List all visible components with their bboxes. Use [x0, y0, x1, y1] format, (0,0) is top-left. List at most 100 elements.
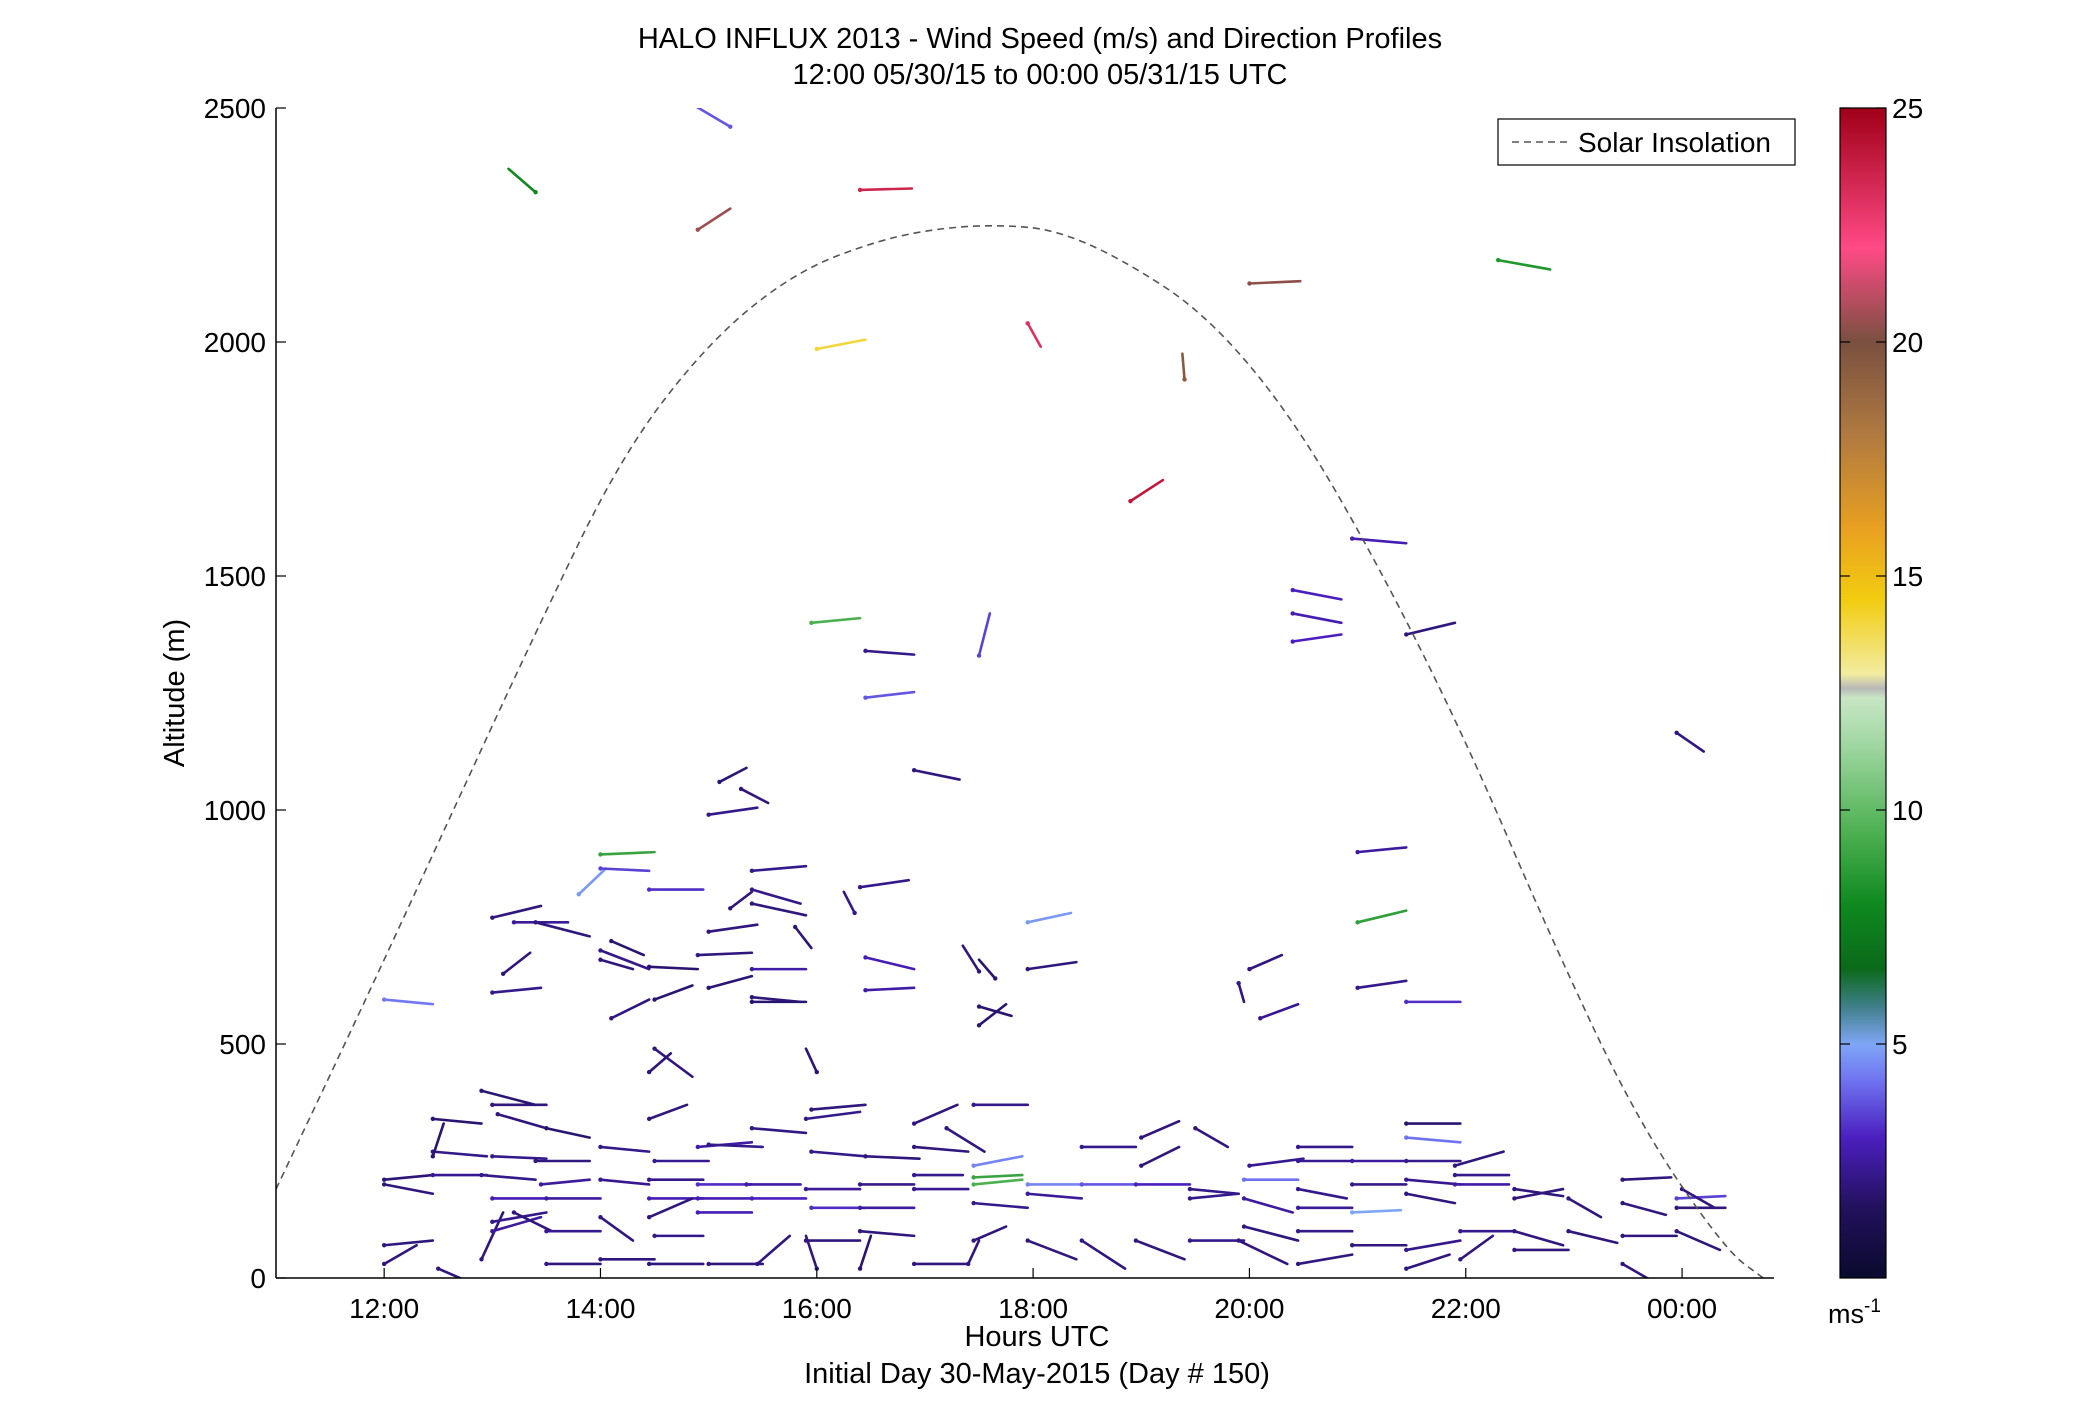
wind-vector: [1129, 478, 1165, 503]
wind-vector-origin: [1187, 1238, 1193, 1243]
wind-vector: [1404, 1136, 1462, 1144]
wind-vector-origin: [695, 1196, 701, 1201]
wind-vector-origin: [598, 1214, 603, 1220]
wind-vector: [1194, 1126, 1230, 1149]
wind-vector: [815, 338, 867, 351]
wind-vector: [718, 766, 748, 784]
wind-vector: [534, 921, 591, 938]
y-axis-label: Altitude (m): [159, 619, 191, 767]
wind-vector-origin: [863, 648, 868, 654]
wind-vector-origin: [646, 1069, 652, 1075]
wind-vector-origin: [1247, 281, 1252, 286]
wind-vector-origin: [1674, 1205, 1679, 1211]
wind-vector: [707, 974, 754, 990]
wind-vector-origin: [652, 1046, 657, 1051]
wind-vector: [750, 864, 808, 873]
wind-vector: [436, 1267, 464, 1278]
wind-vector: [1237, 1239, 1289, 1266]
wind-vector: [1026, 321, 1042, 348]
wind-vector: [1350, 537, 1408, 545]
wind-vector-origin: [1295, 1205, 1301, 1211]
wind-vector-origin: [490, 1219, 495, 1225]
wind-vector: [1356, 909, 1408, 924]
wind-vector: [539, 1178, 591, 1186]
wind-vector: [1026, 1239, 1078, 1261]
colorbar-tick-label: 20: [1892, 327, 1923, 358]
wind-vector: [599, 958, 635, 971]
wind-vector-origin: [490, 915, 495, 920]
y-tick-label: 1000: [204, 795, 266, 826]
wind-vector: [1404, 621, 1457, 636]
wind-vector-origin: [1404, 1177, 1409, 1182]
wind-vector-origin: [1404, 1135, 1409, 1140]
wind-vector: [653, 984, 694, 1001]
wind-vector: [804, 1234, 819, 1270]
wind-vector-origin: [971, 1102, 976, 1108]
wind-vector: [696, 951, 754, 957]
wind-vector: [977, 958, 997, 980]
colorbar-tick-label: 15: [1892, 561, 1923, 592]
wind-vector: [501, 951, 532, 976]
x-tick-label: 20:00: [1214, 1293, 1284, 1324]
wind-vector-origin: [749, 887, 755, 892]
wind-vector-origin: [863, 695, 868, 700]
wind-vector: [707, 806, 759, 816]
wind-vector-origin: [976, 969, 982, 974]
wind-vector-origin: [971, 1200, 976, 1206]
wind-vector: [912, 1103, 959, 1125]
wind-vector: [864, 1155, 921, 1160]
wind-vector-origin: [1295, 1229, 1301, 1234]
wind-vector: [842, 890, 856, 915]
wind-vector-origin: [646, 1196, 652, 1201]
wind-vector-origin: [976, 653, 982, 658]
wind-vector-origin: [1404, 999, 1409, 1005]
wind-vector-origin: [511, 1210, 517, 1215]
wind-vector: [739, 787, 770, 805]
wind-vector: [1139, 1145, 1181, 1167]
wind-vector-origin: [749, 868, 755, 874]
wind-vector: [750, 902, 808, 917]
wind-vector: [1258, 1002, 1300, 1020]
wind-vector: [1356, 846, 1408, 854]
wind-vector-origin: [544, 1196, 549, 1201]
wind-vector-origin: [857, 1266, 863, 1271]
wind-vector: [1680, 1187, 1716, 1210]
wind-vector-origin: [1025, 1191, 1030, 1196]
wind-vector: [1248, 1157, 1305, 1167]
wind-vector-origin: [857, 885, 863, 890]
wind-vector-origin: [1349, 536, 1355, 541]
wind-vector-origin: [598, 957, 603, 962]
y-axis-ticks: 0 500 1000 1500 2000 2500: [204, 93, 286, 1294]
wind-vector: [695, 108, 732, 129]
wind-vector-origin: [646, 1214, 652, 1220]
wind-vector: [1675, 731, 1705, 753]
wind-vector-origin: [695, 1182, 701, 1187]
wind-vector-origin: [706, 985, 711, 991]
wind-vector-origin: [749, 901, 755, 906]
wind-vector-origin: [479, 1088, 484, 1094]
colorbar-tick-label: 10: [1892, 795, 1923, 826]
wind-vector-origin: [1193, 1126, 1198, 1131]
wind-vector-origin: [1295, 1186, 1301, 1192]
wind-vector: [1404, 1239, 1462, 1252]
wind-vector: [977, 1002, 1008, 1027]
wind-vector-origin: [1025, 321, 1030, 326]
wind-vector: [1134, 1239, 1186, 1261]
wind-vector-origin: [944, 1126, 949, 1131]
wind-vector-origin: [1566, 1196, 1571, 1201]
wind-vector: [431, 1150, 489, 1158]
wind-vectors: [381, 108, 1727, 1278]
wind-vector-origin: [1355, 985, 1360, 991]
wind-vector: [431, 1117, 483, 1125]
wind-vector-origin: [1079, 1144, 1084, 1150]
wind-vector-origin: [1187, 1196, 1193, 1201]
wind-vector-origin: [749, 995, 755, 1000]
x-tick-label: 14:00: [565, 1293, 635, 1324]
wind-vector: [1237, 981, 1246, 1004]
wind-vector-origin: [971, 1175, 976, 1180]
y-tick-label: 500: [219, 1029, 266, 1060]
wind-vector-origin: [809, 1205, 814, 1211]
wind-vector: [1026, 960, 1078, 971]
wind-vector: [1291, 633, 1343, 643]
